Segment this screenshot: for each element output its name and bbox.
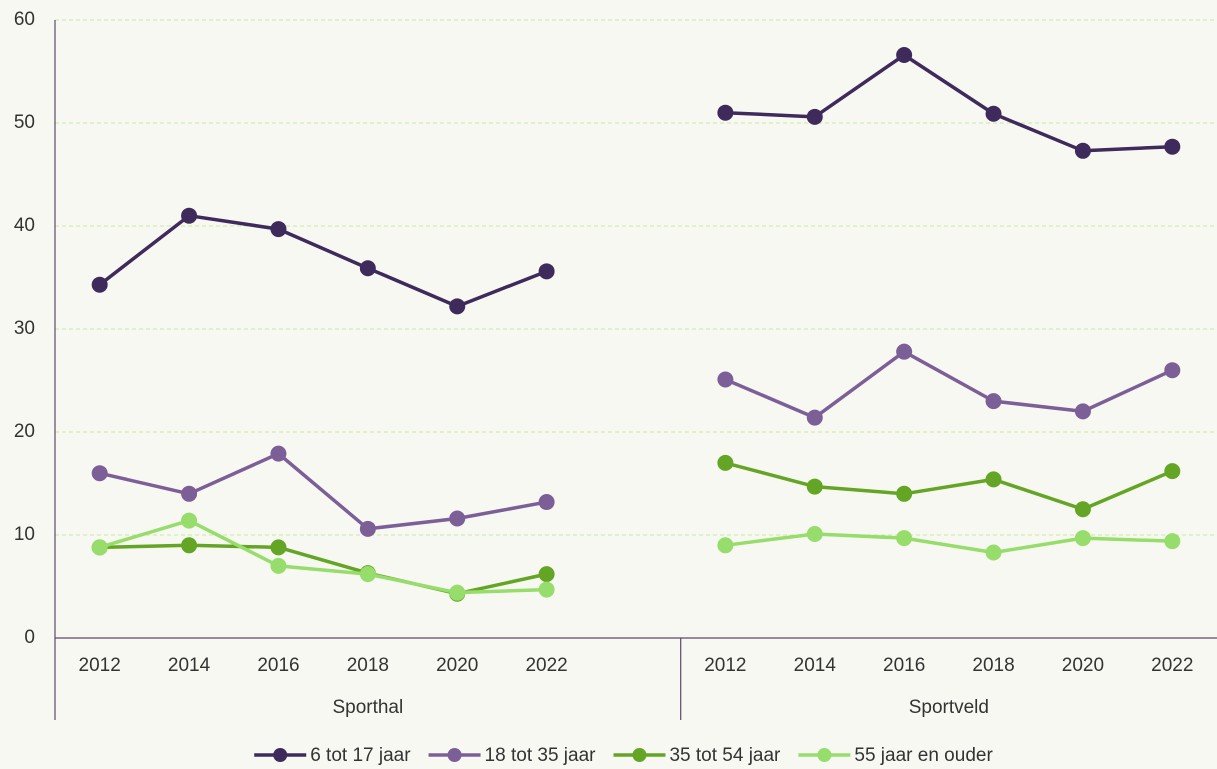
data-point — [270, 539, 287, 556]
data-point — [1074, 403, 1091, 420]
legend-label: 55 jaar en ouder — [854, 745, 993, 766]
y-tick-label: 30 — [14, 318, 35, 339]
data-point — [1164, 138, 1181, 155]
data-point — [359, 566, 376, 583]
data-point — [717, 454, 734, 471]
data-point — [1074, 142, 1091, 159]
data-point — [806, 525, 823, 542]
data-point — [270, 557, 287, 574]
data-point — [1074, 501, 1091, 518]
legend-item: 35 tot 54 jaar — [613, 745, 781, 766]
data-point — [896, 530, 913, 547]
data-point — [91, 539, 108, 556]
data-point — [717, 371, 734, 388]
data-point — [359, 260, 376, 277]
y-tick-label: 10 — [14, 524, 35, 545]
data-point — [538, 494, 555, 511]
data-point — [181, 512, 198, 529]
data-point — [359, 520, 376, 537]
legend-label: 35 tot 54 jaar — [669, 745, 781, 766]
y-tick-label: 60 — [14, 9, 35, 30]
y-tick-label: 50 — [14, 112, 35, 133]
x-tick-label: 2014 — [168, 655, 211, 676]
group-label: Sportveld — [909, 697, 989, 718]
legend: 6 tot 17 jaar 18 tot 35 jaar 35 tot 54 jaa… — [254, 745, 993, 766]
data-point — [1074, 530, 1091, 547]
data-point — [538, 263, 555, 280]
data-point — [1164, 463, 1181, 480]
x-tick-label: 2012 — [704, 655, 746, 676]
series-line — [99, 451, 547, 531]
data-point — [806, 108, 823, 125]
data-point — [538, 566, 555, 583]
x-tick-label: 2012 — [79, 655, 121, 676]
legend-item: 55 jaar en ouder — [798, 745, 993, 766]
data-point — [449, 584, 466, 601]
legend-item: 18 tot 35 jaar — [428, 745, 597, 766]
x-tick-label: 2022 — [525, 655, 567, 676]
data-point — [449, 298, 466, 315]
data-point — [806, 478, 823, 495]
x-tick-label: 2016 — [883, 655, 925, 676]
data-point — [985, 393, 1002, 410]
data-point — [538, 581, 555, 598]
series-line — [725, 53, 1173, 153]
data-point — [896, 485, 913, 502]
legend-marker — [632, 748, 647, 762]
data-point — [181, 207, 198, 224]
data-point — [985, 544, 1002, 561]
data-point — [985, 105, 1002, 122]
data-point — [717, 104, 734, 121]
x-tick-label: 2018 — [972, 655, 1014, 676]
group-label: Sporthal — [332, 697, 403, 718]
data-point — [717, 537, 734, 554]
data-point — [985, 471, 1002, 488]
y-tick-label: 40 — [14, 215, 35, 236]
data-point — [896, 343, 913, 360]
legend-item: 6 tot 17 jaar — [254, 745, 411, 766]
x-tick-label: 2016 — [257, 655, 299, 676]
x-tick-label: 2018 — [347, 655, 389, 676]
series-line — [98, 213, 548, 309]
data-point — [1164, 362, 1181, 379]
data-point — [449, 510, 466, 527]
legend-label: 6 tot 17 jaar — [310, 745, 411, 766]
legend-marker — [447, 748, 462, 762]
data-point — [270, 445, 287, 462]
data-point — [91, 276, 108, 293]
y-tick-label: 0 — [24, 627, 35, 648]
data-point — [181, 537, 198, 554]
series-line — [725, 532, 1173, 555]
x-tick-label: 2020 — [436, 655, 478, 676]
x-tick-label: 2020 — [1062, 655, 1104, 676]
data-point — [896, 47, 913, 64]
y-tick-label: 20 — [14, 421, 35, 442]
series-line — [724, 461, 1173, 511]
data-point — [1164, 533, 1181, 550]
legend-marker — [273, 748, 288, 762]
legend-label: 18 tot 35 jaar — [485, 745, 597, 766]
legend-marker — [817, 748, 832, 762]
data-point — [270, 221, 287, 238]
data-point — [91, 465, 108, 482]
series-line — [724, 349, 1174, 420]
series-line — [99, 518, 547, 595]
x-tick-label: 2022 — [1151, 655, 1193, 676]
data-point — [181, 485, 198, 502]
x-tick-label: 2014 — [794, 655, 837, 676]
data-point — [806, 409, 823, 426]
